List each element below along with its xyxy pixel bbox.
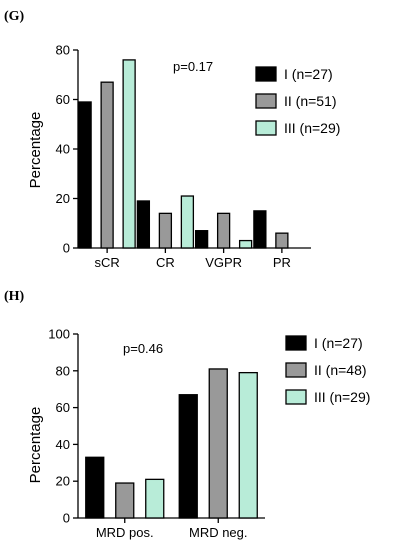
bar-i-3 [253,210,267,249]
y-tick-label: 40 [56,437,70,452]
bar-ii-0 [100,81,114,249]
bar-iii-0 [145,478,165,519]
bars-h [85,368,258,519]
y-tick-label: 0 [63,241,70,256]
legend-swatch [255,93,277,109]
legend-g: I (n=27) II (n=51) III (n=29) [255,66,340,136]
bar-ii-3 [275,232,289,249]
bar-iii-1 [238,371,258,519]
legend-label: III (n=29) [314,389,370,405]
y-tick-label: 20 [56,191,70,206]
x-tick-label: MRD neg. [189,525,248,540]
legend-label: II (n=51) [284,93,337,109]
y-axis-label-h: Percentage [27,407,44,484]
y-tick-label: 0 [63,511,70,526]
legend-swatch [255,120,277,136]
x-tick-label: PR [273,255,291,270]
p-value-g: p=0.17 [173,59,213,74]
bar-ii-0 [115,482,135,519]
panel-label-g: (G) [4,9,25,24]
axes-g: 0 20 40 60 80 sCR CR VGPR PR [56,43,311,270]
bar-i-2 [194,230,209,249]
bar-iii-2 [238,239,253,249]
panel-h: (H) Percentage p=0.46 0 20 40 60 80 100 MRD po… [4,289,370,540]
p-value-h: p=0.46 [123,341,163,356]
y-tick-label: 40 [56,142,70,157]
bar-ii-1 [208,368,228,519]
legend-swatch [285,389,307,405]
y-tick-label: 100 [48,327,70,342]
legend-label: I (n=27) [284,66,333,82]
bar-i-0 [78,101,92,249]
legend-label: I (n=27) [314,335,363,351]
bar-i-1 [178,394,198,519]
legend-swatch [255,66,277,82]
legend-label: III (n=29) [284,120,340,136]
y-tick-label: 20 [56,474,70,489]
x-tick-label: VGPR [205,255,242,270]
legend-swatch [285,362,307,378]
bar-iii-1 [180,195,195,249]
x-tick-label: sCR [94,255,119,270]
bars-g [78,59,289,249]
bar-i-0 [85,456,105,519]
y-axis-label-g: Percentage [27,112,44,189]
legend-swatch [285,335,307,351]
panel-label-h: (H) [4,289,25,304]
x-tick-label: MRD pos. [96,525,154,540]
y-tick-label: 80 [56,43,70,58]
bar-iii-0 [122,59,136,249]
bar-ii-1 [158,212,173,249]
y-tick-label: 60 [56,92,70,107]
y-tick-label: 60 [56,400,70,415]
legend-label: II (n=48) [314,362,367,378]
legend-h: I (n=27) II (n=48) III (n=29) [285,335,370,405]
bar-ii-2 [216,212,231,249]
y-tick-label: 80 [56,363,70,378]
panel-g: (G) Percentage p=0.17 0 20 40 60 80 sCR CR VGPR… [4,9,340,270]
axes-h: 0 20 40 60 80 100 MRD pos. MRD neg. [48,327,265,540]
bar-i-1 [136,200,151,249]
x-tick-label: CR [156,255,175,270]
